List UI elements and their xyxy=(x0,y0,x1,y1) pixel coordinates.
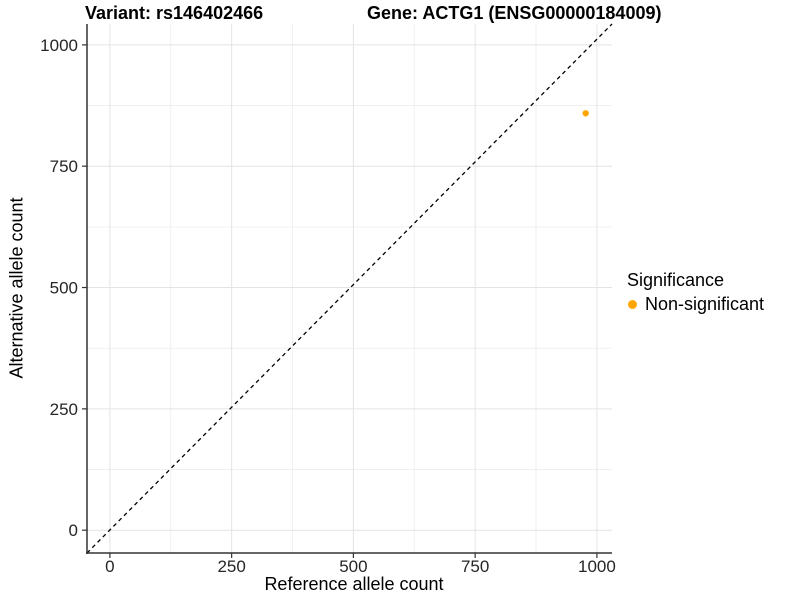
legend-title: Significance xyxy=(627,270,725,290)
x-tick-label: 500 xyxy=(339,557,367,576)
x-axis-title: Reference allele count xyxy=(264,574,444,594)
legend-item-non-significant: Non-significant xyxy=(624,294,764,315)
y-tick-label: 750 xyxy=(50,157,78,176)
legend-marker-icon xyxy=(628,300,637,309)
data-point-non-significant xyxy=(582,110,589,117)
legend-item-label: Non-significant xyxy=(645,294,765,314)
y-tick-label: 1000 xyxy=(40,36,78,55)
y-axis-title: Alternative allele count xyxy=(6,197,27,379)
legend: Significance Non-significant xyxy=(624,270,764,315)
y-tick-label: 0 xyxy=(69,521,78,540)
x-tick-label: 750 xyxy=(461,557,489,576)
y-tick-label: 250 xyxy=(50,400,78,419)
x-tick-label: 1000 xyxy=(578,557,616,576)
plot-title-variant: Variant: rs146402466 xyxy=(85,3,264,23)
identity-reference-line xyxy=(86,23,613,554)
plot-title-gene: Gene: ACTG1 (ENSG00000184009) xyxy=(367,3,662,23)
x-tick-label: 250 xyxy=(217,557,245,576)
x-tick-label: 0 xyxy=(105,557,114,576)
y-tick-label: 500 xyxy=(50,279,78,298)
